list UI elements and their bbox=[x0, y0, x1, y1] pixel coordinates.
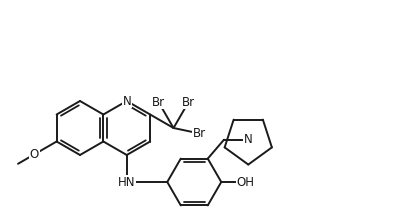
Text: HN: HN bbox=[118, 175, 136, 189]
Text: OH: OH bbox=[236, 175, 254, 189]
Text: Br: Br bbox=[193, 127, 206, 140]
Text: Br: Br bbox=[152, 96, 165, 109]
Text: Br: Br bbox=[182, 96, 195, 109]
Text: N: N bbox=[244, 133, 253, 146]
Text: N: N bbox=[123, 95, 131, 108]
Text: O: O bbox=[30, 148, 39, 161]
